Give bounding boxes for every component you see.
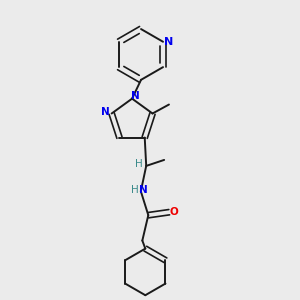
Text: N: N [164,37,173,47]
Text: N: N [101,107,110,117]
Text: H: H [135,158,142,169]
Text: H: H [131,185,139,195]
Text: N: N [140,185,148,195]
Text: O: O [169,207,178,217]
Text: N: N [131,91,140,101]
